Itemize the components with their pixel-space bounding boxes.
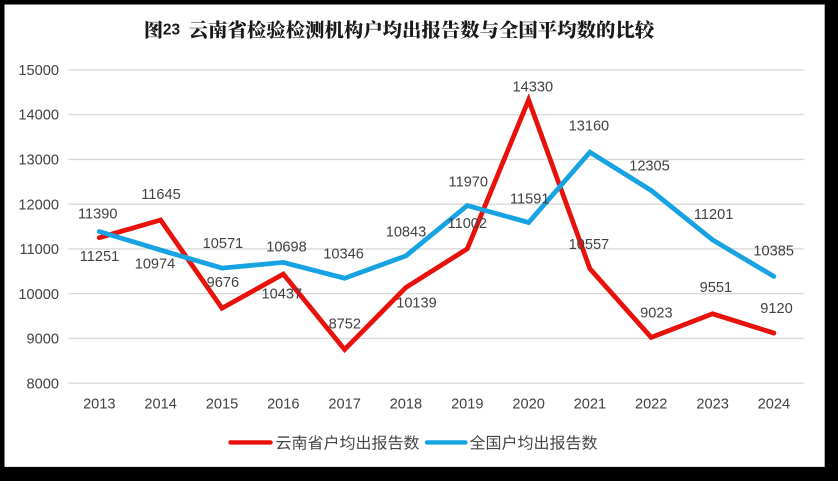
svg-text:11591: 11591 — [510, 191, 550, 207]
svg-text:9676: 9676 — [207, 275, 239, 291]
svg-text:11645: 11645 — [141, 187, 181, 203]
svg-text:2018: 2018 — [390, 397, 422, 413]
svg-text:2019: 2019 — [451, 397, 483, 413]
svg-text:9120: 9120 — [760, 301, 792, 317]
svg-text:8752: 8752 — [329, 317, 361, 333]
svg-text:13000: 13000 — [18, 153, 59, 169]
svg-text:10698: 10698 — [266, 240, 307, 256]
svg-text:10974: 10974 — [135, 256, 176, 272]
svg-text:11251: 11251 — [80, 249, 120, 265]
svg-text:10346: 10346 — [323, 246, 364, 262]
svg-text:9000: 9000 — [27, 332, 59, 348]
svg-text:11201: 11201 — [694, 207, 734, 223]
svg-text:9023: 9023 — [640, 305, 672, 321]
svg-text:10437: 10437 — [262, 286, 303, 302]
svg-text:10571: 10571 — [203, 236, 244, 252]
svg-text:8000: 8000 — [27, 376, 59, 392]
svg-text:2023: 2023 — [696, 397, 728, 413]
svg-text:10557: 10557 — [569, 237, 610, 253]
svg-text:2017: 2017 — [328, 397, 360, 413]
svg-text:2021: 2021 — [574, 397, 606, 413]
svg-text:2013: 2013 — [83, 397, 115, 413]
svg-text:10843: 10843 — [386, 225, 427, 241]
svg-text:2016: 2016 — [267, 397, 299, 413]
svg-text:2014: 2014 — [144, 397, 176, 413]
svg-text:23: 23 — [163, 21, 180, 38]
svg-text:15000: 15000 — [18, 63, 59, 79]
svg-text:13160: 13160 — [569, 119, 610, 135]
svg-text:11000: 11000 — [20, 242, 60, 258]
svg-text:10139: 10139 — [396, 296, 437, 312]
svg-text:2020: 2020 — [512, 397, 544, 413]
svg-text:10385: 10385 — [753, 244, 794, 260]
svg-text:12000: 12000 — [18, 197, 59, 213]
svg-text:2015: 2015 — [206, 397, 238, 413]
svg-text:14330: 14330 — [513, 80, 554, 96]
svg-text:11970: 11970 — [449, 175, 489, 191]
svg-text:14000: 14000 — [18, 108, 59, 124]
svg-text:11002: 11002 — [448, 216, 488, 232]
svg-text:12305: 12305 — [629, 159, 670, 175]
svg-text:11390: 11390 — [78, 207, 118, 223]
svg-text:2024: 2024 — [758, 397, 790, 413]
svg-text:2022: 2022 — [635, 397, 667, 413]
svg-text:9551: 9551 — [700, 280, 732, 296]
svg-text:10000: 10000 — [18, 287, 59, 303]
